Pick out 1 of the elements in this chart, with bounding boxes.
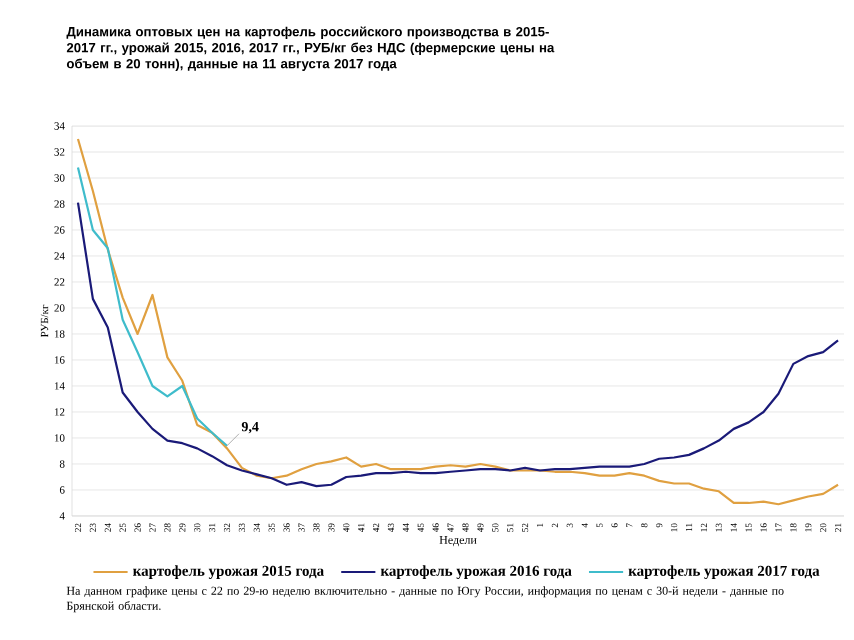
line-series [76, 166, 229, 447]
